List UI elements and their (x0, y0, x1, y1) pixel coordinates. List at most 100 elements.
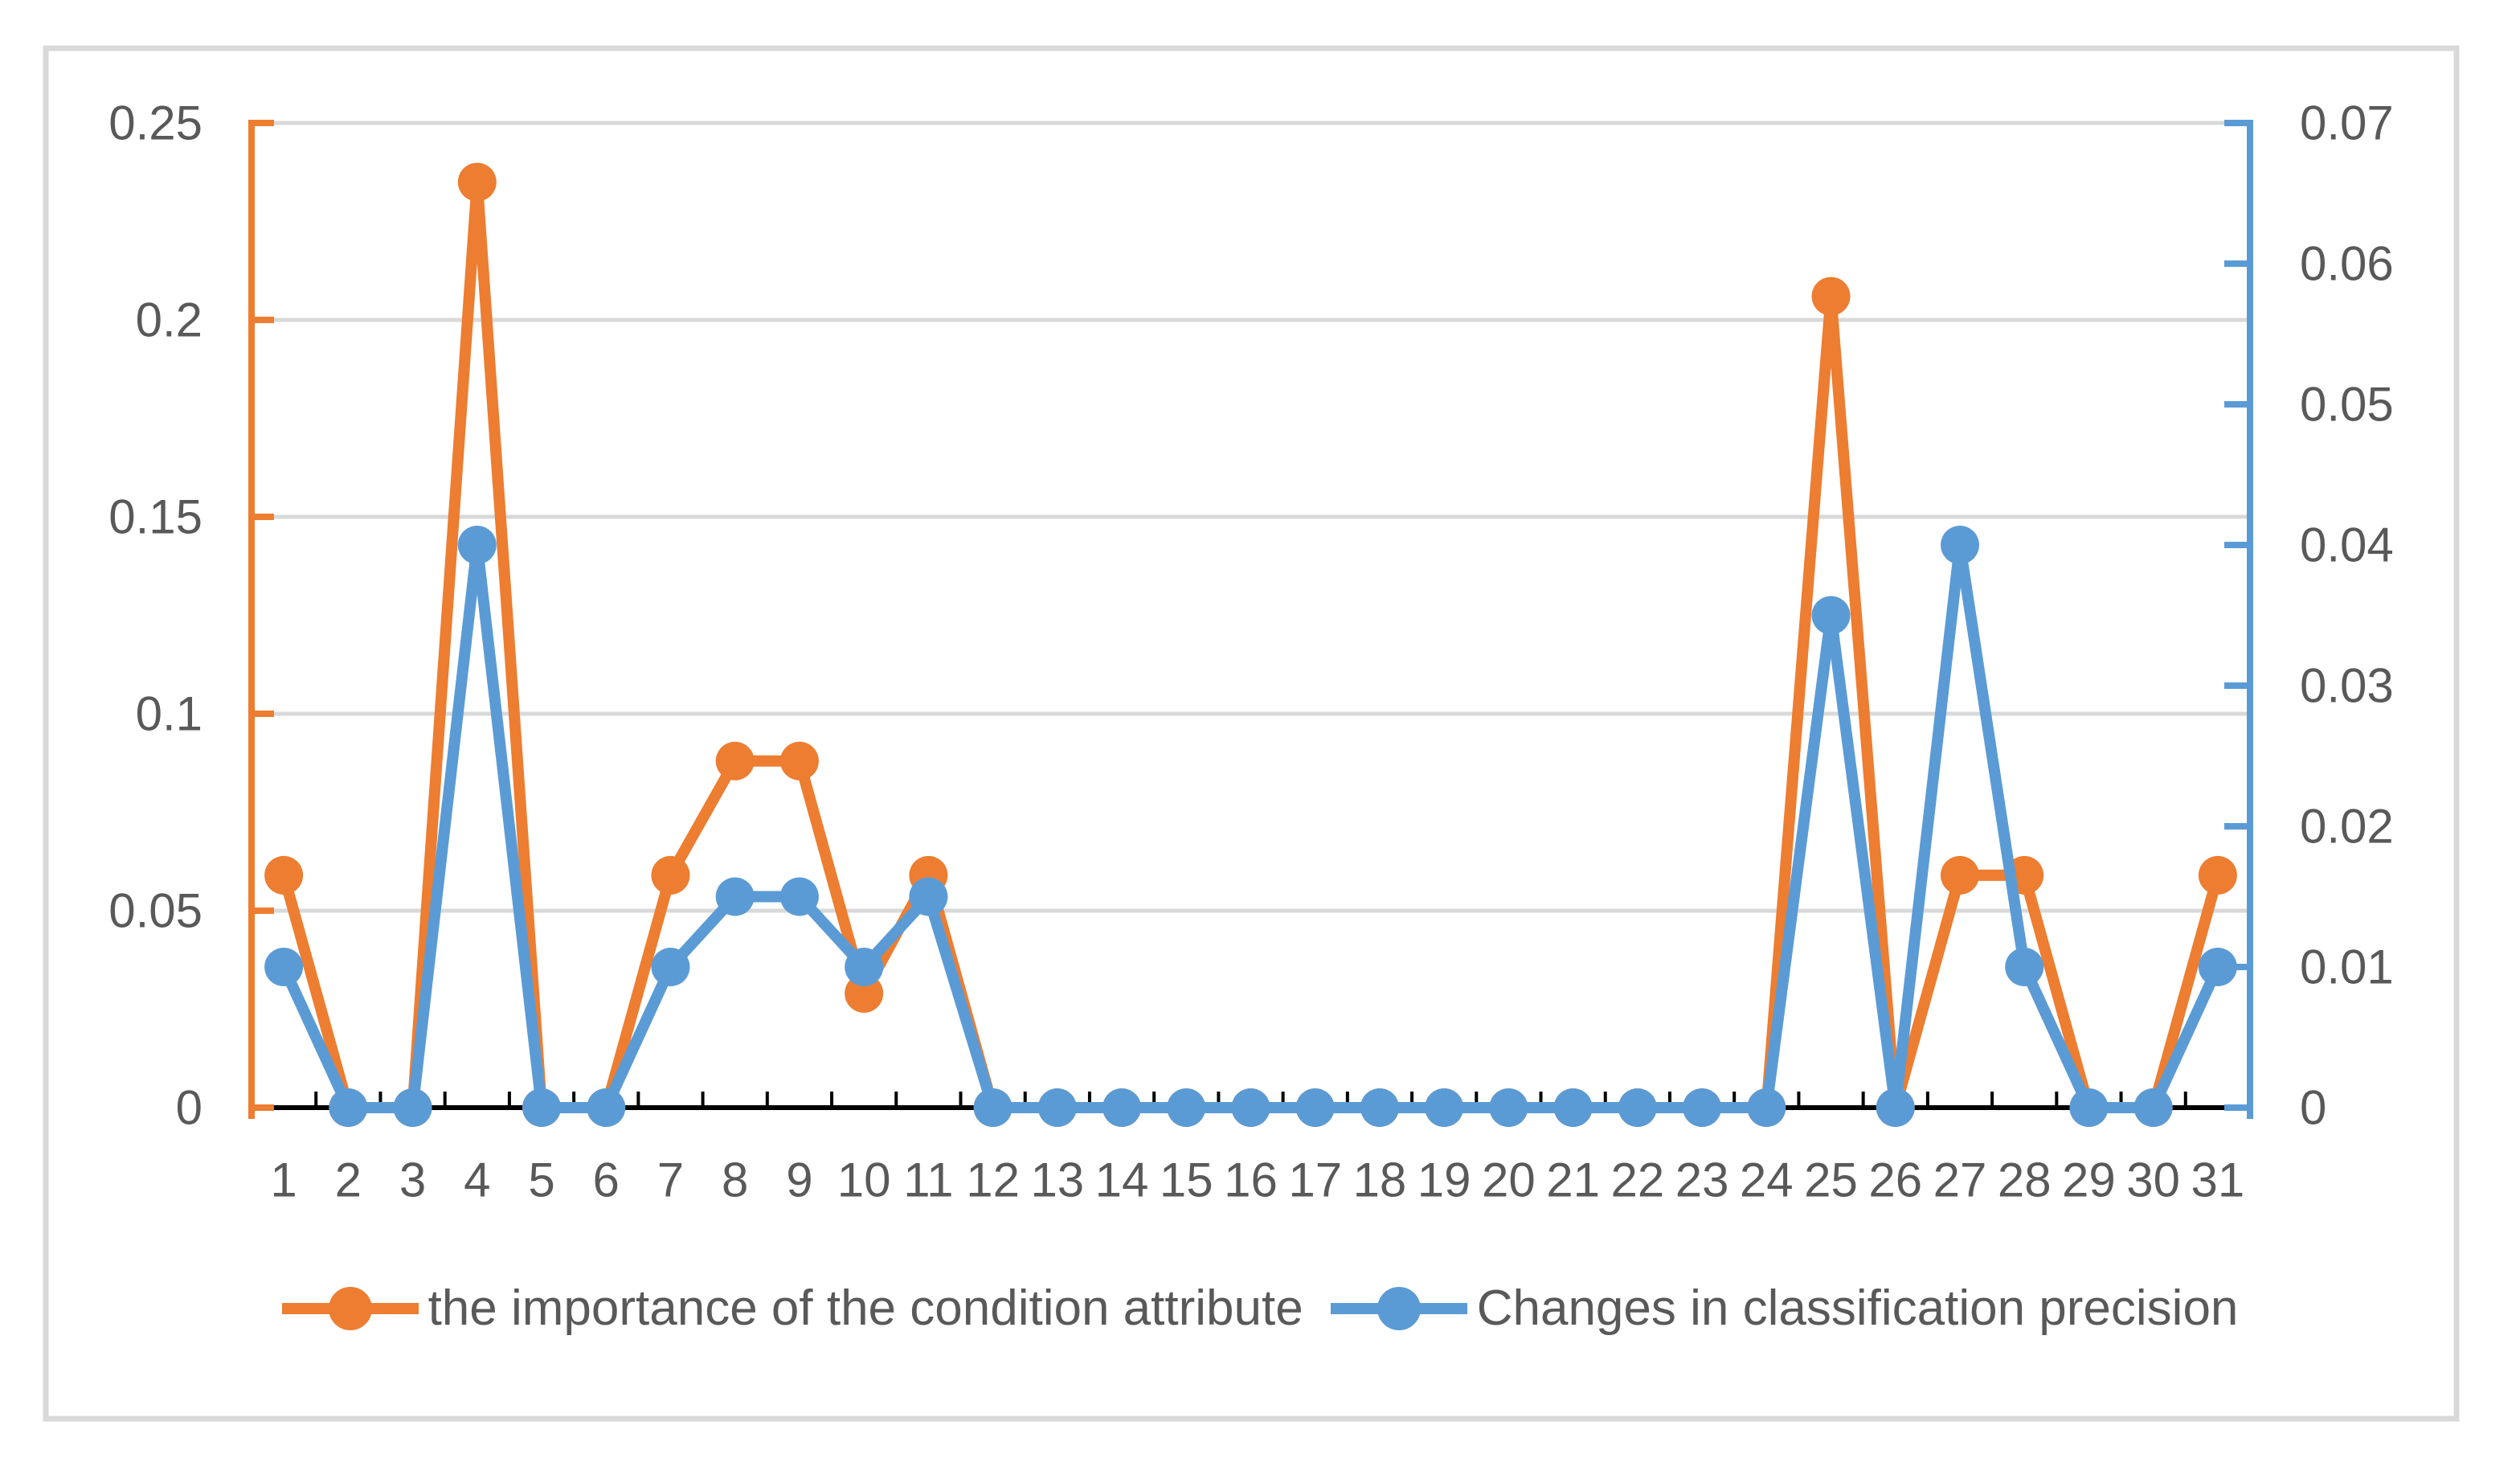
data-point (393, 1088, 432, 1127)
data-point (2005, 948, 2044, 986)
x-axis-label: 17 (1288, 1153, 1342, 1207)
data-point (1231, 1088, 1270, 1127)
data-point (264, 855, 304, 895)
data-point (329, 1088, 368, 1127)
data-point (1876, 1088, 1915, 1127)
left-axis-label: 0 (176, 1081, 202, 1135)
legend-item-precision: Changes in classification precision (1330, 1283, 2238, 1334)
data-point (973, 1088, 1012, 1127)
x-axis-label: 21 (1546, 1153, 1600, 1207)
data-point (1102, 1088, 1142, 1127)
legend-marker-blue-icon (1330, 1283, 1467, 1334)
x-axis-label: 7 (657, 1153, 684, 1207)
data-point (264, 948, 304, 986)
data-point (909, 877, 948, 916)
x-axis-label: 16 (1224, 1153, 1278, 1207)
data-point (1618, 1088, 1657, 1127)
x-axis-label: 13 (1030, 1153, 1084, 1207)
x-axis-label: 18 (1353, 1153, 1407, 1207)
right-y-axis (2224, 120, 2253, 1119)
data-point (1683, 1088, 1722, 1127)
x-axis-label: 28 (1998, 1153, 2052, 1207)
data-point (457, 526, 497, 564)
data-point (1425, 1088, 1464, 1127)
x-axis-label: 9 (786, 1153, 812, 1207)
left-axis-label: 0.25 (108, 96, 202, 150)
x-axis-label: 5 (528, 1153, 554, 1207)
x-axis-label: 2 (335, 1153, 362, 1207)
x-axis-label: 27 (1933, 1153, 1987, 1207)
x-axis-label: 10 (837, 1153, 891, 1207)
data-point (2198, 855, 2237, 895)
right-axis-label: 0.02 (2300, 800, 2394, 854)
x-axis-label: 22 (1610, 1153, 1664, 1207)
chart-legend: the importance of the condition attribut… (0, 1283, 2520, 1334)
left-y-axis (248, 120, 274, 1119)
x-axis-label: 15 (1160, 1153, 1213, 1207)
x-axis-label: 12 (966, 1153, 1020, 1207)
data-point (845, 973, 884, 1013)
right-axis-label: 0.05 (2300, 378, 2394, 432)
data-point (779, 877, 819, 916)
x-axis-label: 23 (1675, 1153, 1729, 1207)
data-point (1940, 526, 1979, 564)
data-point (2133, 1088, 2173, 1127)
data-point (651, 948, 690, 986)
data-point (2198, 948, 2237, 986)
chart-border (43, 45, 2460, 1422)
data-point (1811, 596, 1851, 635)
x-axis-label: 24 (1740, 1153, 1794, 1207)
left-axis-label: 0.1 (136, 687, 202, 741)
left-axis-label: 0.05 (108, 884, 202, 938)
x-axis-label: 31 (2191, 1153, 2245, 1207)
data-point (1167, 1088, 1206, 1127)
x-axis-label: 8 (722, 1153, 748, 1207)
data-point (457, 162, 497, 202)
right-axis-label: 0.07 (2300, 96, 2394, 150)
data-point (1489, 1088, 1528, 1127)
axis-tick-labels: 0.25 0.2 0.15 0.1 0.05 0 0.07 0.06 0.05 0.04 0.03 0… (108, 96, 2394, 1207)
left-axis-label: 0.15 (108, 490, 202, 544)
x-axis-label: 6 (593, 1153, 620, 1207)
left-axis-label: 0.2 (136, 293, 202, 347)
x-axis-label: 25 (1804, 1153, 1858, 1207)
legend-label: the importance of the condition attribut… (428, 1280, 1303, 1336)
legend-dot (328, 1287, 372, 1330)
data-point (1940, 855, 1979, 895)
series-precision (264, 526, 2237, 1127)
legend-item-importance: the importance of the condition attribut… (281, 1280, 1303, 1336)
x-axis-label: 4 (464, 1153, 490, 1207)
data-point (522, 1088, 562, 1127)
right-axis-label: 0.04 (2300, 518, 2394, 572)
legend-dot (1377, 1287, 1421, 1330)
right-axis-label: 0.01 (2300, 940, 2394, 994)
x-axis-label: 30 (2126, 1153, 2180, 1207)
data-point (715, 741, 755, 780)
x-axis-label: 1 (270, 1153, 297, 1207)
data-series (264, 162, 2237, 1127)
data-point (1037, 1088, 1077, 1127)
right-axis-label: 0.03 (2300, 659, 2394, 713)
data-point (651, 855, 690, 895)
x-axis-label: 29 (2062, 1153, 2116, 1207)
right-axis-label: 0 (2300, 1081, 2326, 1135)
x-axis-label: 11 (903, 1153, 953, 1207)
data-point (1811, 277, 1851, 316)
right-axis-label: 0.06 (2300, 237, 2394, 291)
x-axis-label: 26 (1868, 1153, 1922, 1207)
data-point (779, 741, 819, 780)
series-line (278, 539, 2223, 1113)
data-point (845, 948, 884, 986)
x-axis-label: 19 (1418, 1153, 1471, 1207)
x-axis-label: 14 (1095, 1153, 1149, 1207)
series-importance (264, 162, 2237, 1127)
gridlines (252, 121, 2250, 913)
data-point (715, 877, 755, 916)
data-point (1747, 1088, 1786, 1127)
data-point (1295, 1088, 1335, 1127)
data-point (587, 1088, 626, 1127)
data-point (1360, 1088, 1399, 1127)
x-axis-label: 20 (1482, 1153, 1536, 1207)
